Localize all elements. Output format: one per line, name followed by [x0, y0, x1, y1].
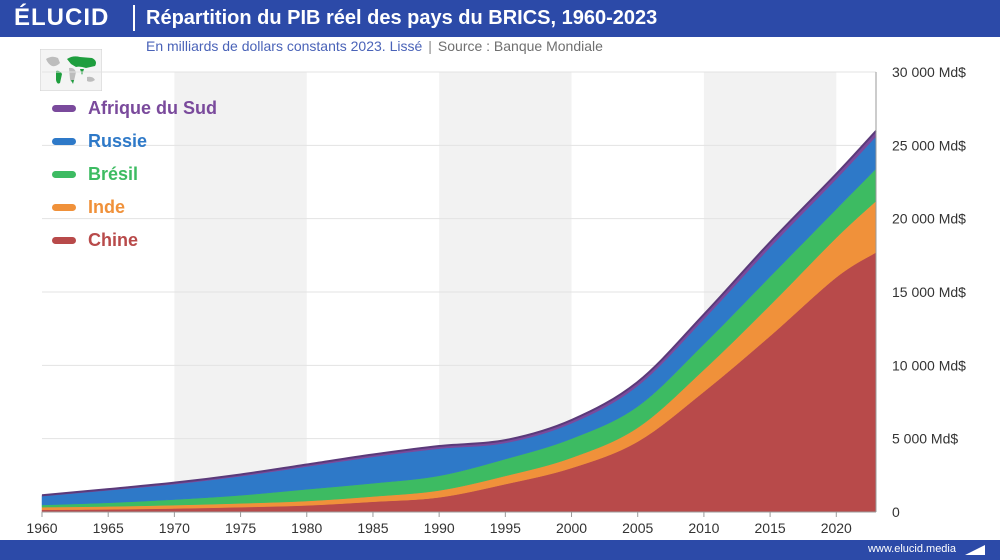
world-map-icon: [40, 49, 102, 91]
x-tick-label: 1970: [159, 520, 190, 536]
x-tick-label: 1960: [26, 520, 57, 536]
brand-logo[interactable]: ÉLUCID: [14, 4, 110, 31]
legend-label: Chine: [88, 230, 139, 250]
chart-subtitle: En milliards de dollars constants 2023. …: [146, 38, 603, 54]
chart-title: Répartition du PIB réel des pays du BRIC…: [146, 7, 658, 29]
footer-url[interactable]: www.elucid.media: [867, 543, 956, 555]
legend: Afrique du Sud Russie Brésil Inde Chine: [52, 92, 217, 257]
x-tick-label: 2005: [622, 520, 653, 536]
y-axis-ticks: 0 5 000 Md$ 10 000 Md$ 15 000 Md$ 20 000 Md$…: [892, 64, 966, 520]
y-tick-label: 30 000 Md$: [892, 64, 966, 80]
subtitle-text: En milliards de dollars constants 2023. …: [146, 38, 423, 54]
legend-swatch: [52, 204, 76, 211]
x-tick-label: 1980: [291, 520, 322, 536]
y-tick-label: 15 000 Md$: [892, 284, 966, 300]
legend-swatch: [52, 237, 76, 244]
y-tick-label: 5 000 Md$: [892, 431, 958, 447]
legend-label: Russie: [88, 131, 148, 151]
legend-item: Russie: [52, 125, 217, 158]
subtitle-separator: |: [428, 38, 432, 54]
area-chart: 1960 1965 1970 1975 1980 1985 1990 1995 2000 2005…: [26, 64, 966, 536]
x-tick-label: 2000: [556, 520, 587, 536]
brand-divider: [133, 5, 135, 31]
legend-swatch: [52, 138, 76, 145]
y-tick-label: 20 000 Md$: [892, 211, 966, 227]
y-tick-label: 0: [892, 504, 900, 520]
legend-item: Afrique du Sud: [52, 92, 217, 125]
total-outline: [41, 130, 877, 497]
legend-swatch: [52, 105, 76, 112]
y-tick-label: 10 000 Md$: [892, 357, 966, 373]
x-tick-label: 2010: [688, 520, 719, 536]
legend-item: Brésil: [52, 158, 217, 191]
footer-bar: www.elucid.media: [0, 540, 1000, 560]
legend-item: Chine: [52, 224, 217, 257]
legend-label: Brésil: [88, 164, 139, 184]
x-tick-label: 2020: [821, 520, 852, 536]
x-tick-label: 2015: [755, 520, 786, 536]
y-tick-label: 25 000 Md$: [892, 137, 966, 153]
x-axis-ticks: 1960 1965 1970 1975 1980 1985 1990 1995 2000 2005…: [26, 512, 852, 536]
x-tick-label: 1985: [357, 520, 388, 536]
legend-item: Inde: [52, 191, 217, 224]
legend-swatch: [52, 171, 76, 178]
x-tick-label: 1965: [93, 520, 124, 536]
legend-label: Inde: [88, 197, 126, 217]
x-tick-label: 1995: [490, 520, 521, 536]
elucid-mark-icon: [965, 545, 985, 555]
x-tick-label: 1990: [424, 520, 455, 536]
x-tick-label: 1975: [225, 520, 256, 536]
header-bar: ÉLUCID Répartition du PIB réel des pays …: [0, 0, 1000, 37]
source-text: Source : Banque Mondiale: [437, 38, 603, 54]
legend-label: Afrique du Sud: [88, 98, 217, 118]
